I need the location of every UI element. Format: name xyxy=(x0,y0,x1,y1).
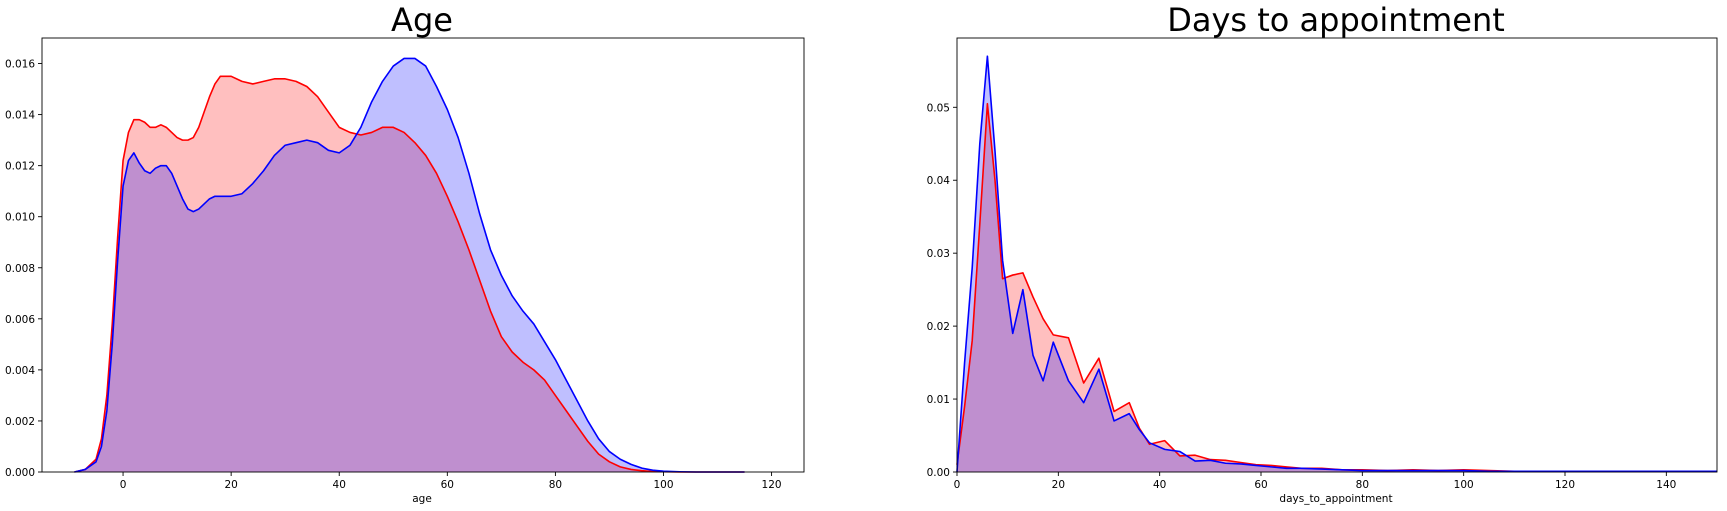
series-0-area xyxy=(74,76,745,472)
x-tick-label: 0 xyxy=(120,479,127,491)
x-tick-label: 60 xyxy=(441,479,454,491)
y-tick-label: 0.002 xyxy=(5,416,35,428)
x-tick-label: 40 xyxy=(333,479,346,491)
x-tick-label: 100 xyxy=(653,479,673,491)
y-tick-label: 0.04 xyxy=(927,175,951,187)
chart-title-age: Age xyxy=(391,1,453,39)
series-1-line xyxy=(74,57,745,473)
y-tick-label: 0.012 xyxy=(5,161,35,173)
y-tick-label: 0.014 xyxy=(5,110,35,122)
plot-frame xyxy=(956,37,1718,473)
series-1-line xyxy=(956,55,1717,473)
y-tick-label: 0.03 xyxy=(927,248,950,260)
x-tick-label: 20 xyxy=(224,479,237,491)
y-tick-label: 0.006 xyxy=(5,314,35,326)
x-axis-label-age: age xyxy=(412,493,432,505)
x-axis-label-days-to-appointment: days_to_appointment xyxy=(1279,493,1392,505)
chart-title-days-to-appointment: Days to appointment xyxy=(1167,1,1505,39)
x-tick-label: 140 xyxy=(1656,479,1676,491)
y-tick-label: 0.010 xyxy=(5,212,35,224)
plot-frame xyxy=(41,37,805,473)
y-tick-label: 0.02 xyxy=(927,321,950,333)
days-to-appointment-density-chart: Days to appointment days_to_appointment … xyxy=(927,1,1718,505)
x-tick-label: 120 xyxy=(1555,479,1575,491)
x-tick-label: 0 xyxy=(954,479,961,491)
series-1-area xyxy=(957,56,1717,473)
x-tick-label: 100 xyxy=(1454,479,1474,491)
x-tick-label: 60 xyxy=(1254,479,1267,491)
y-tick-label: 0.004 xyxy=(5,365,35,377)
series-0-area xyxy=(957,103,1717,473)
x-tick-label: 20 xyxy=(1052,479,1065,491)
age-density-chart: Age age 0 20 40 60 80 100 120 0.000 0.002 0.004 0.… xyxy=(5,1,805,505)
x-tick-label: 120 xyxy=(762,479,782,491)
y-tick-label: 0.016 xyxy=(5,59,35,71)
x-tick-label: 40 xyxy=(1153,479,1166,491)
y-tick-label: 0.01 xyxy=(927,394,950,406)
y-tick-label: 0.008 xyxy=(5,263,35,275)
x-tick-label: 80 xyxy=(549,479,562,491)
y-tick-label: 0.000 xyxy=(5,467,35,479)
x-tick-label: 80 xyxy=(1356,479,1369,491)
y-tick-label: 0.00 xyxy=(927,467,950,479)
series-1-area xyxy=(74,58,745,473)
series-0-line xyxy=(74,75,745,473)
y-tick-label: 0.05 xyxy=(927,102,950,114)
